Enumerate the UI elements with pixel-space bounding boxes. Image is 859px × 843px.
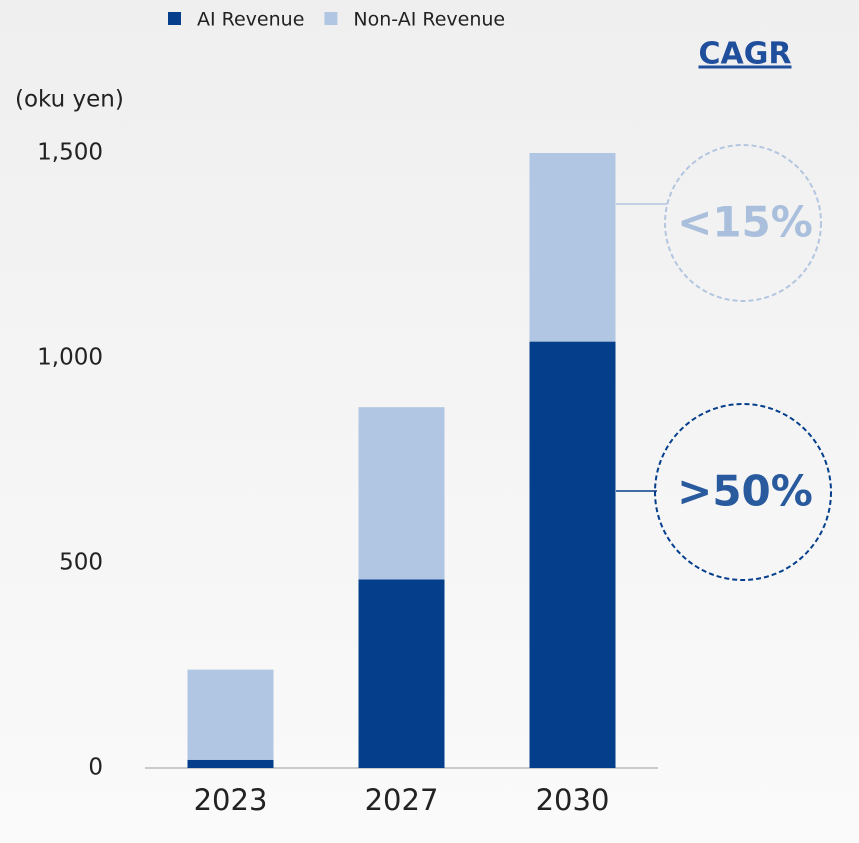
bar-segment <box>187 759 274 768</box>
y-tick-label: 1,500 <box>37 140 103 166</box>
legend-label: Non-AI Revenue <box>353 9 505 31</box>
bar-segment <box>529 153 616 342</box>
annotation-circle <box>664 144 822 302</box>
y-tick-label: 0 <box>88 755 103 781</box>
cagr-label: <15% <box>677 198 813 247</box>
x-tick-label: 2030 <box>536 783 610 817</box>
x-tick-label: 2027 <box>365 783 439 817</box>
annotation-title: CAGR <box>699 37 792 72</box>
y-tick-label: 1,000 <box>37 345 103 371</box>
legend-swatch <box>168 12 181 25</box>
legend-swatch <box>324 12 338 25</box>
x-tick-label: 2023 <box>194 783 268 817</box>
legend-label: AI Revenue <box>197 9 304 31</box>
bar-segment <box>358 579 445 768</box>
annotation-circle <box>654 403 832 581</box>
bar-segment <box>529 341 616 768</box>
y-axis-label: (oku yen) <box>15 87 124 113</box>
bar-segment <box>358 407 445 580</box>
y-tick-label: 500 <box>59 550 103 576</box>
bar-segment <box>187 669 274 760</box>
cagr-label: >50% <box>677 467 813 516</box>
